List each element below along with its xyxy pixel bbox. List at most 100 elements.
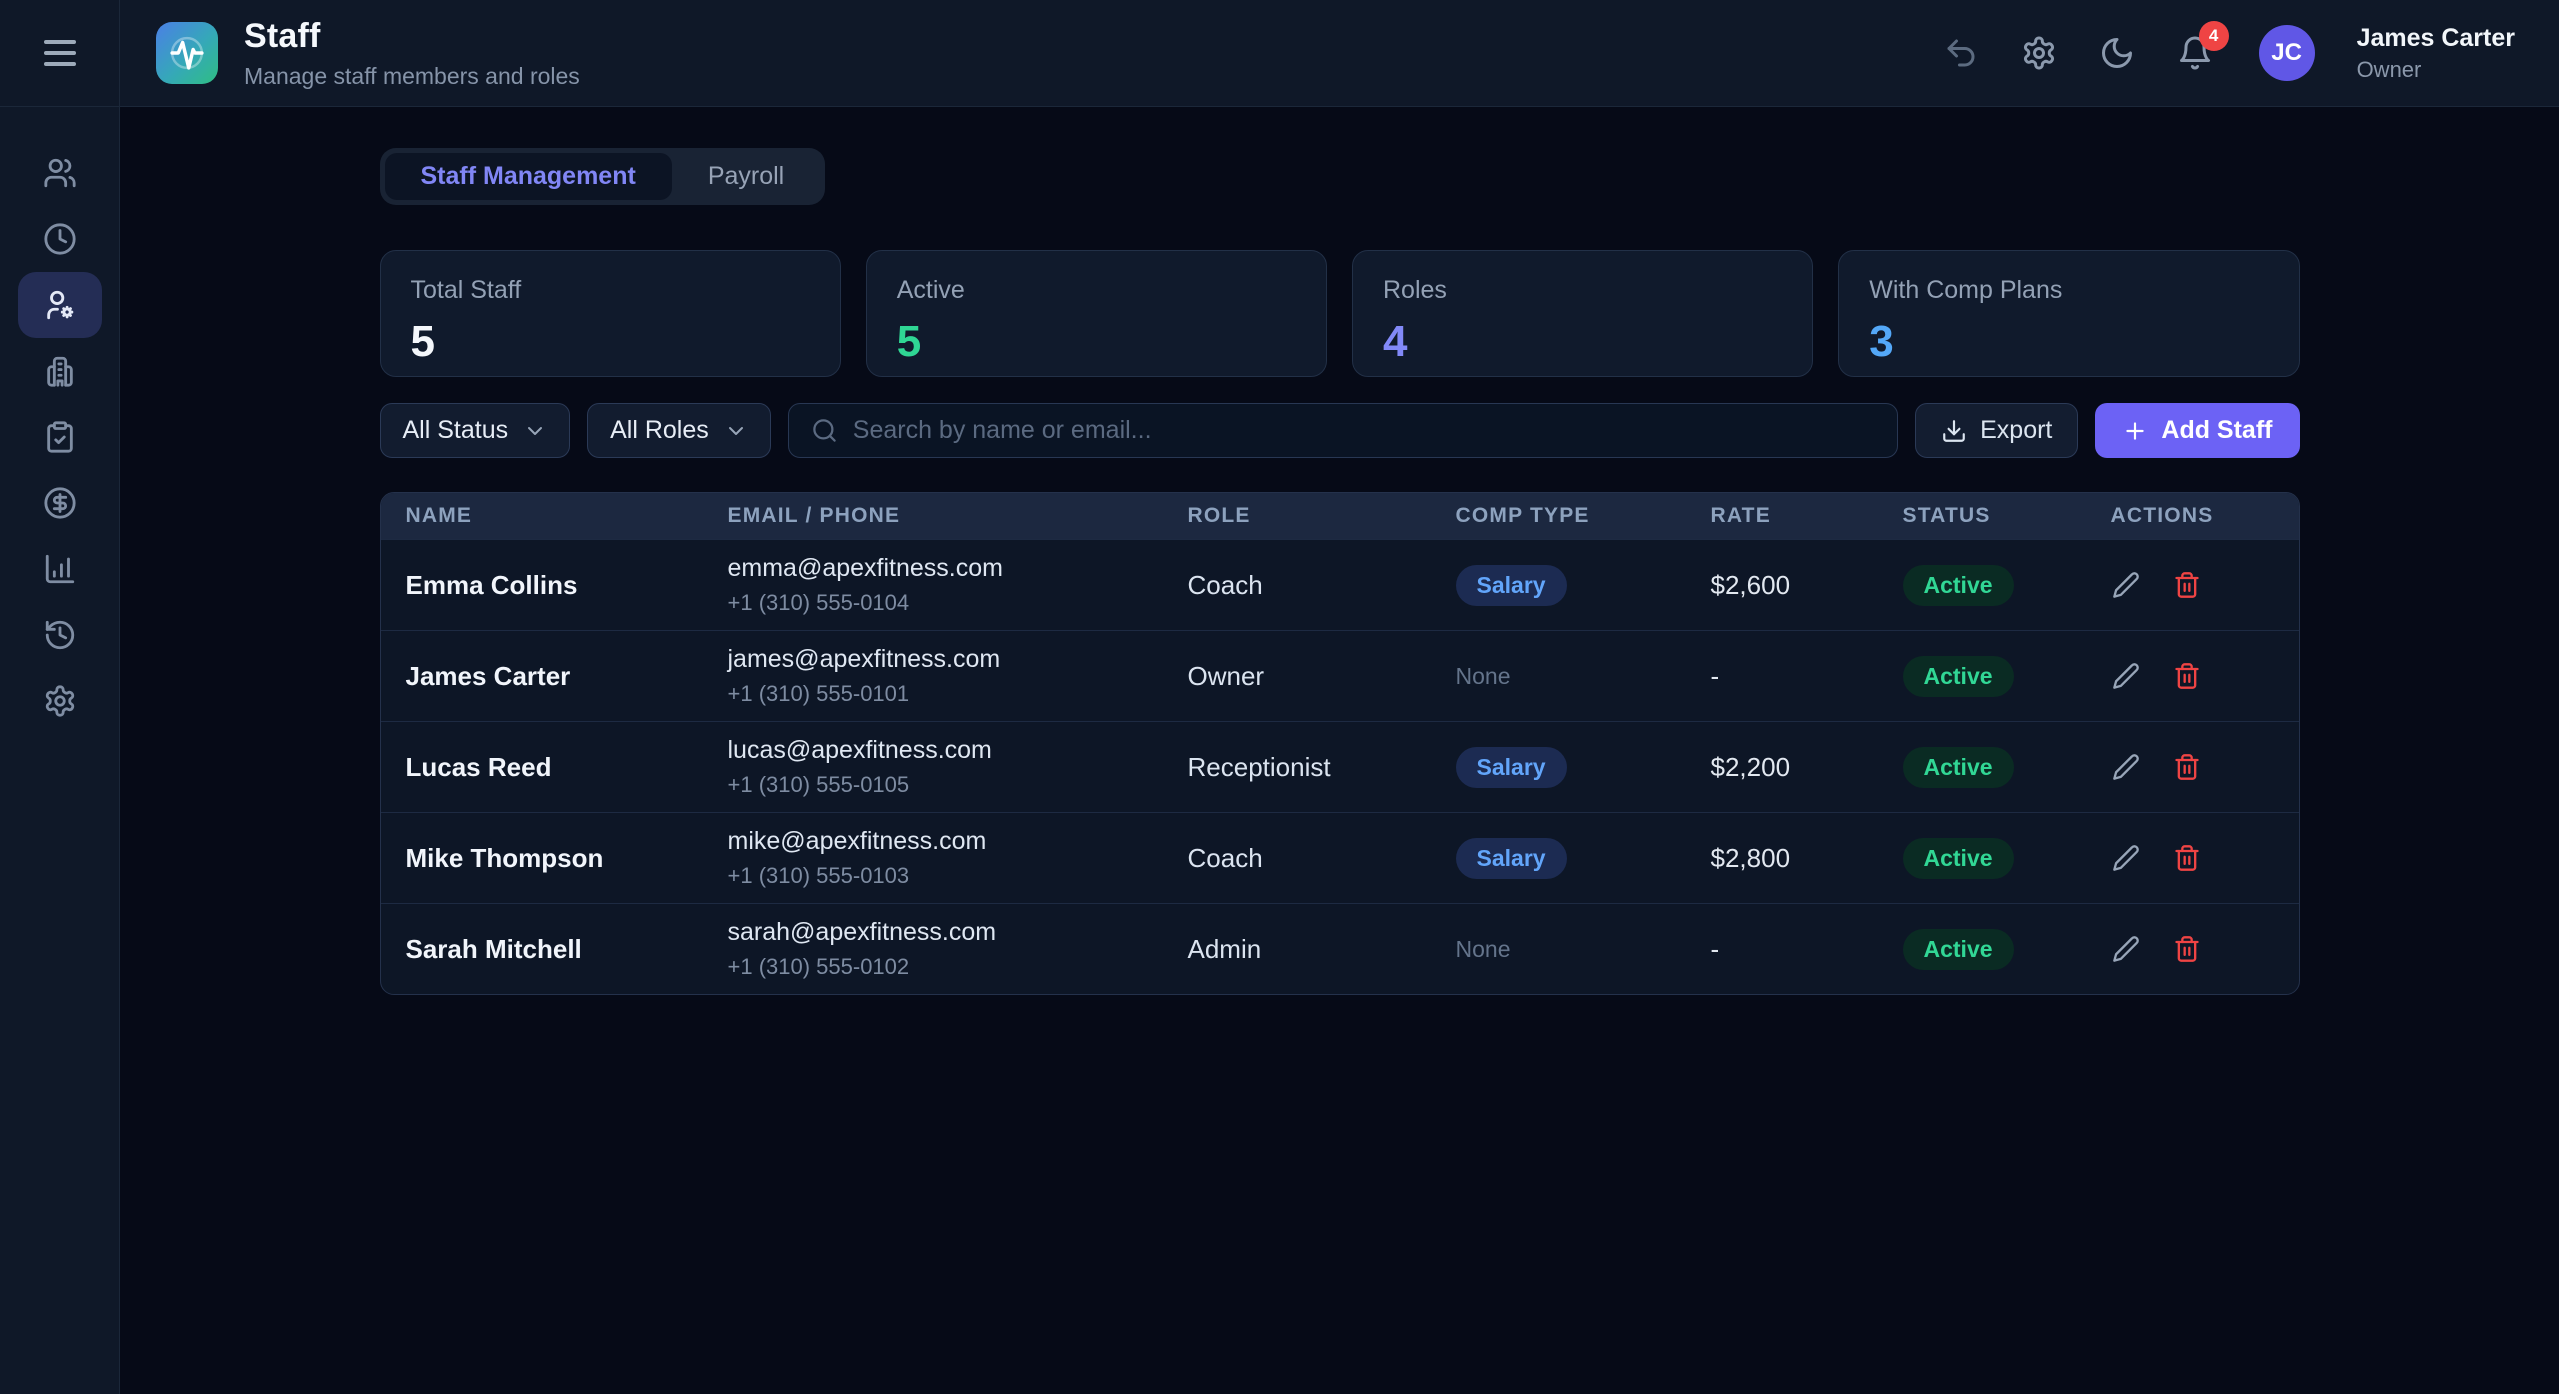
main-content: Staff Management Payroll Total Staff 5 A… xyxy=(120,107,2559,1394)
avatar[interactable]: JC xyxy=(2259,25,2315,81)
settings-button[interactable] xyxy=(2019,33,2059,73)
notifications-button[interactable]: 4 xyxy=(2175,33,2215,73)
add-staff-button[interactable]: Add Staff xyxy=(2095,403,2299,458)
column-header-rate: RATE xyxy=(1711,504,1903,528)
staff-contact: sarah@apexfitness.com +1 (310) 555-0102 xyxy=(728,918,1188,980)
delete-button[interactable] xyxy=(2172,661,2202,691)
sidebar-item-tasks[interactable] xyxy=(18,404,102,470)
staff-name: Sarah Mitchell xyxy=(406,934,728,965)
trash-icon xyxy=(2173,844,2201,872)
staff-role: Admin xyxy=(1188,934,1456,965)
stat-card-comp-plans: With Comp Plans 3 xyxy=(1838,250,2299,377)
staff-contact: lucas@apexfitness.com +1 (310) 555-0105 xyxy=(728,736,1188,798)
stat-card-total-staff: Total Staff 5 xyxy=(380,250,841,377)
staff-name: Lucas Reed xyxy=(406,752,728,783)
staff-rate: $2,800 xyxy=(1711,843,1903,874)
comp-type-badge: Salary xyxy=(1456,838,1567,879)
edit-button[interactable] xyxy=(2111,934,2141,964)
status-badge: Active xyxy=(1903,656,2014,697)
app-header: Staff Manage staff members and roles 4 J… xyxy=(120,0,2559,107)
search-input[interactable] xyxy=(853,416,1875,445)
sidebar-item-facility[interactable] xyxy=(18,338,102,404)
undo-icon xyxy=(1943,35,1979,71)
user-info: James Carter Owner xyxy=(2357,24,2515,83)
tab-staff-management[interactable]: Staff Management xyxy=(385,153,672,200)
filter-row: All Status All Roles Export Add xyxy=(380,403,2300,458)
header-actions: 4 JC James Carter Owner xyxy=(1941,24,2515,83)
staff-name: Mike Thompson xyxy=(406,843,728,874)
status-badge: Active xyxy=(1903,565,2014,606)
staff-rate: - xyxy=(1711,661,1903,692)
row-actions xyxy=(2111,934,2300,964)
chevron-down-icon xyxy=(523,419,547,443)
status-badge: Active xyxy=(1903,747,2014,788)
theme-toggle-button[interactable] xyxy=(2097,33,2137,73)
moon-icon xyxy=(2099,35,2135,71)
sidebar xyxy=(0,107,120,1394)
row-actions xyxy=(2111,570,2300,600)
staff-phone: +1 (310) 555-0103 xyxy=(728,863,1188,889)
status-filter-value: All Status xyxy=(403,416,509,445)
column-header-status: STATUS xyxy=(1903,504,2111,528)
status-cell: Active xyxy=(1903,929,2111,970)
staff-email: mike@apexfitness.com xyxy=(728,827,1188,856)
comp-type-cell: Salary xyxy=(1456,838,1711,879)
staff-role: Receptionist xyxy=(1188,752,1456,783)
settings-gear-icon xyxy=(43,684,77,718)
edit-button[interactable] xyxy=(2111,661,2141,691)
roles-filter-select[interactable]: All Roles xyxy=(587,403,771,458)
sidebar-item-staff[interactable] xyxy=(18,272,102,338)
staff-contact: james@apexfitness.com +1 (310) 555-0101 xyxy=(728,645,1188,707)
sidebar-item-members[interactable] xyxy=(18,140,102,206)
delete-button[interactable] xyxy=(2172,843,2202,873)
stat-label: Roles xyxy=(1383,276,1782,305)
status-cell: Active xyxy=(1903,838,2111,879)
edit-button[interactable] xyxy=(2111,752,2141,782)
sidebar-top xyxy=(0,0,120,107)
delete-button[interactable] xyxy=(2172,752,2202,782)
sidebar-item-settings[interactable] xyxy=(18,668,102,734)
column-header-name: NAME xyxy=(406,504,728,528)
staff-email: sarah@apexfitness.com xyxy=(728,918,1188,947)
edit-button[interactable] xyxy=(2111,843,2141,873)
status-filter-select[interactable]: All Status xyxy=(380,403,571,458)
hamburger-button[interactable] xyxy=(36,29,84,77)
staff-phone: +1 (310) 555-0105 xyxy=(728,772,1188,798)
stat-label: Total Staff xyxy=(411,276,810,305)
staff-contact: emma@apexfitness.com +1 (310) 555-0104 xyxy=(728,554,1188,616)
table-row: Emma Collins emma@apexfitness.com +1 (31… xyxy=(381,539,2299,630)
staff-role: Coach xyxy=(1188,843,1456,874)
staff-name: Emma Collins xyxy=(406,570,728,601)
comp-type-badge: Salary xyxy=(1456,565,1567,606)
undo-button[interactable] xyxy=(1941,33,1981,73)
tab-payroll[interactable]: Payroll xyxy=(672,153,820,200)
table-row: James Carter james@apexfitness.com +1 (3… xyxy=(381,630,2299,721)
app-root: Staff Manage staff members and roles 4 J… xyxy=(0,0,2559,1394)
sidebar-item-history[interactable] xyxy=(18,602,102,668)
sidebar-item-schedule[interactable] xyxy=(18,206,102,272)
delete-button[interactable] xyxy=(2172,934,2202,964)
sidebar-item-billing[interactable] xyxy=(18,470,102,536)
search-icon xyxy=(811,417,838,444)
sidebar-item-reports[interactable] xyxy=(18,536,102,602)
tab-bar: Staff Management Payroll xyxy=(380,148,826,205)
staff-role: Owner xyxy=(1188,661,1456,692)
row-actions xyxy=(2111,661,2300,691)
edit-button[interactable] xyxy=(2111,570,2141,600)
delete-button[interactable] xyxy=(2172,570,2202,600)
staff-table: NAME EMAIL / PHONE ROLE COMP TYPE RATE S… xyxy=(380,492,2300,995)
activity-pulse-icon xyxy=(166,32,208,74)
search-box xyxy=(788,403,1898,458)
staff-email: lucas@apexfitness.com xyxy=(728,736,1188,765)
column-header-comp: COMP TYPE xyxy=(1456,504,1711,528)
staff-rate: $2,200 xyxy=(1711,752,1903,783)
page-title: Staff xyxy=(244,17,580,56)
notification-badge: 4 xyxy=(2199,21,2229,51)
bar-chart-icon xyxy=(43,552,77,586)
status-cell: Active xyxy=(1903,565,2111,606)
history-icon xyxy=(43,618,77,652)
export-button[interactable]: Export xyxy=(1915,403,2078,458)
comp-type-badge: Salary xyxy=(1456,747,1567,788)
staff-email: emma@apexfitness.com xyxy=(728,554,1188,583)
export-label: Export xyxy=(1980,416,2052,445)
